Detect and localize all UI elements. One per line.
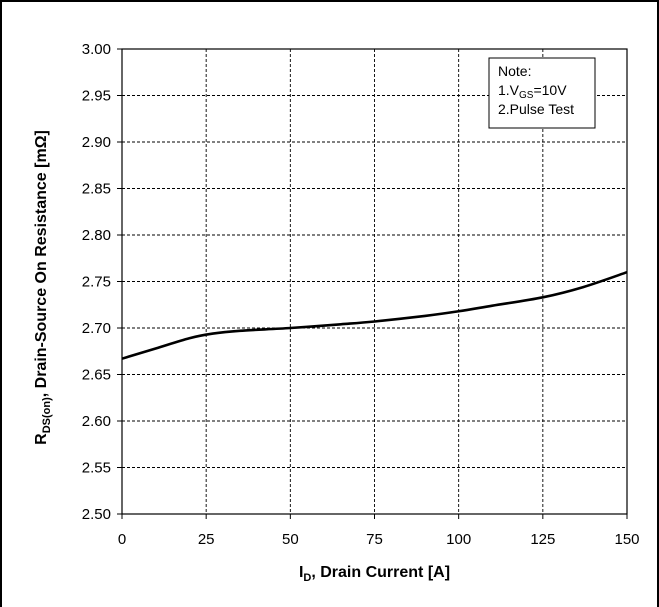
y-tick-label: 2.60 bbox=[82, 413, 111, 430]
y-tick-label: 3.00 bbox=[82, 41, 111, 58]
x-tick-label: 75 bbox=[366, 531, 383, 548]
note-box: Note: 1.VGS=10V 2.Pulse Test bbox=[488, 57, 596, 129]
x-tick-label: 150 bbox=[614, 531, 639, 548]
y-axis-title-subscript: DS(on) bbox=[41, 397, 53, 433]
x-axis-title-main: I bbox=[299, 564, 303, 581]
series-line bbox=[121, 270, 628, 360]
x-axis-title-subscript: D bbox=[303, 572, 311, 584]
x-axis-ticks: 0 25 50 75 100 125 150 bbox=[118, 514, 640, 548]
y-axis-ticks: 2.50 2.55 2.60 2.65 2.70 2.75 2.80 2.85 2.90 2.95… bbox=[82, 41, 122, 523]
note-line-1-subscript: GS bbox=[519, 90, 534, 101]
y-tick-label: 2.75 bbox=[82, 274, 111, 291]
y-tick-label: 2.70 bbox=[82, 320, 111, 337]
x-tick-label: 100 bbox=[446, 531, 471, 548]
note-line-1: 1.VGS=10V bbox=[498, 82, 567, 101]
x-tick-label: 125 bbox=[530, 531, 555, 548]
note-line-1-prefix: 1.V bbox=[498, 82, 520, 98]
x-tick-label: 50 bbox=[282, 531, 299, 548]
y-tick-label: 2.90 bbox=[82, 134, 111, 151]
y-tick-label: 2.50 bbox=[82, 506, 111, 523]
x-axis-title: ID, Drain Current [A] bbox=[299, 564, 450, 584]
y-axis-title-rest: , Drain-Source On Resistance [mΩ] bbox=[33, 130, 50, 397]
y-axis-title: RDS(on), Drain-Source On Resistance [mΩ] bbox=[33, 130, 53, 445]
y-axis-title-main: R bbox=[33, 433, 50, 445]
note-title: Note: bbox=[498, 63, 531, 79]
y-tick-label: 2.80 bbox=[82, 227, 111, 244]
x-tick-label: 25 bbox=[198, 531, 215, 548]
note-line-2: 2.Pulse Test bbox=[498, 101, 574, 117]
series-layer bbox=[121, 270, 628, 360]
y-tick-label: 2.85 bbox=[82, 181, 111, 198]
x-axis-title-rest: , Drain Current [A] bbox=[311, 564, 450, 581]
y-tick-label: 2.95 bbox=[82, 88, 111, 105]
note-line-1-suffix: =10V bbox=[533, 82, 567, 98]
y-tick-label: 2.65 bbox=[82, 367, 111, 384]
y-tick-label: 2.55 bbox=[82, 460, 111, 477]
x-tick-label: 0 bbox=[118, 531, 126, 548]
note-border bbox=[488, 57, 596, 129]
